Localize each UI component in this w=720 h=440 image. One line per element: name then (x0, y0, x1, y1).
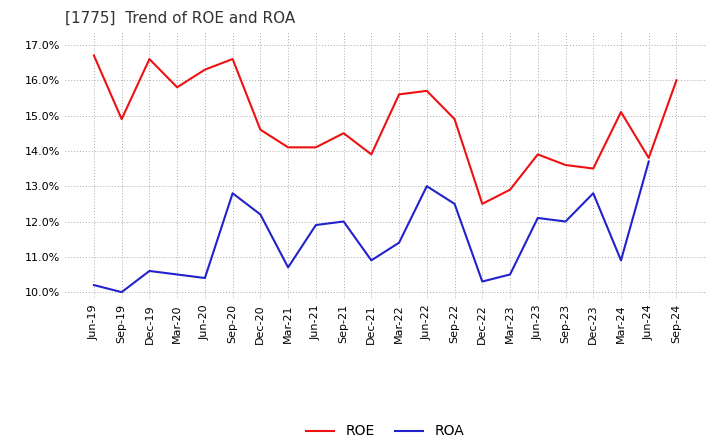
ROE (395, 92, 403, 97)
ROE (450, 117, 459, 122)
ROE (312, 145, 320, 150)
ROA (505, 272, 514, 277)
ROE (89, 53, 98, 58)
ROA (312, 222, 320, 227)
ROA (644, 159, 653, 164)
ROA (367, 258, 376, 263)
ROA (561, 219, 570, 224)
ROE (284, 145, 292, 150)
ROA (395, 240, 403, 246)
Line: ROE: ROE (94, 55, 677, 204)
ROE (201, 67, 210, 72)
ROE (561, 162, 570, 168)
ROE (228, 56, 237, 62)
ROA (284, 265, 292, 270)
ROA (117, 290, 126, 295)
ROE (367, 152, 376, 157)
ROA (256, 212, 265, 217)
ROA (423, 183, 431, 189)
ROA (589, 191, 598, 196)
ROA (145, 268, 154, 274)
ROA (450, 201, 459, 206)
ROA (228, 191, 237, 196)
ROE (672, 77, 681, 83)
ROA (339, 219, 348, 224)
ROA (478, 279, 487, 284)
ROE (534, 152, 542, 157)
Legend: ROE, ROA: ROE, ROA (301, 419, 469, 440)
ROE (423, 88, 431, 93)
ROA (89, 282, 98, 288)
ROE (117, 117, 126, 122)
ROE (256, 127, 265, 132)
ROE (616, 110, 625, 115)
ROE (478, 201, 487, 206)
ROE (644, 155, 653, 161)
ROE (589, 166, 598, 171)
ROA (616, 258, 625, 263)
Text: [1775]  Trend of ROE and ROA: [1775] Trend of ROE and ROA (65, 11, 295, 26)
ROA (534, 215, 542, 220)
ROA (201, 275, 210, 281)
ROA (173, 272, 181, 277)
ROE (505, 187, 514, 192)
Line: ROA: ROA (94, 161, 649, 292)
ROE (173, 84, 181, 90)
ROE (339, 131, 348, 136)
ROE (145, 56, 154, 62)
